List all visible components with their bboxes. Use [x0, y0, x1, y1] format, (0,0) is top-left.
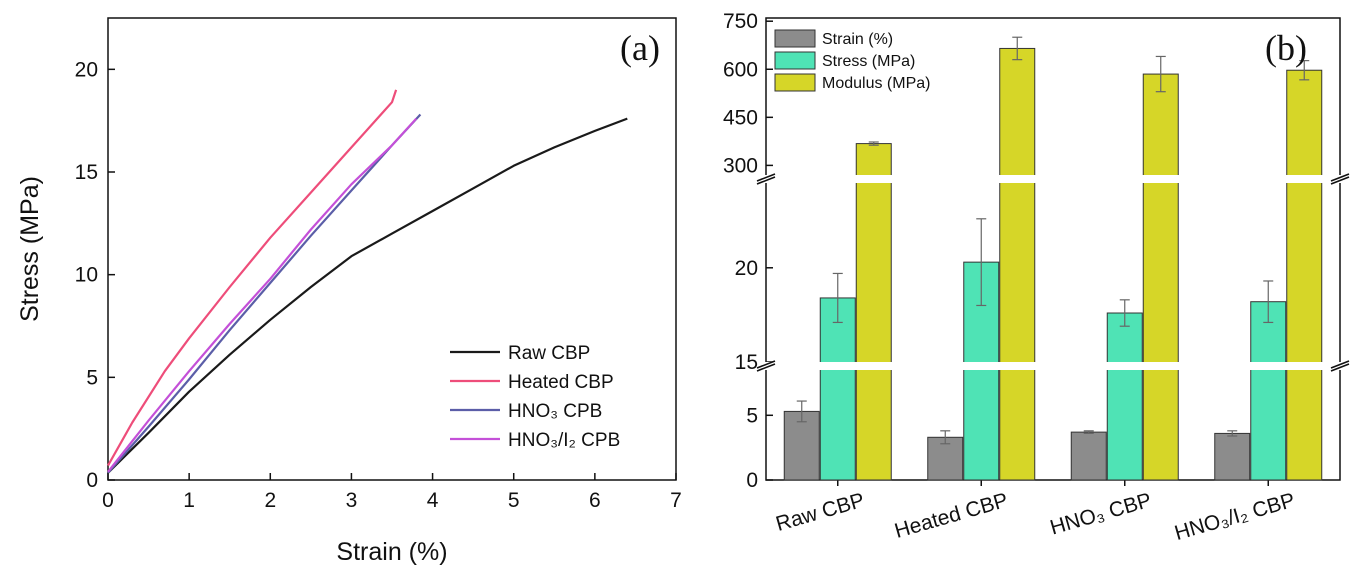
series-line-a	[107, 89, 398, 467]
series-lines-a	[107, 89, 628, 474]
x-tick-label-a: 5	[508, 489, 520, 512]
axis-ticks-b: 0 5 15 20 300 450 600 750	[723, 10, 1269, 492]
y-tick-label-a: 10	[75, 264, 98, 287]
legend-label-a: HNO₃/I₂ CPB	[508, 430, 620, 451]
x-tick-label-a: 6	[589, 489, 601, 512]
legend-label-a: Raw CBP	[508, 343, 590, 364]
legend-label-a: HNO₃ CPB	[508, 401, 602, 422]
axis-break-mark	[1330, 173, 1350, 182]
x-tick-label-a: 7	[670, 489, 682, 512]
legend-label-b: Strain (%)	[822, 31, 893, 48]
legend-a: Raw CBP Heated CBP HNO₃ CPB HNO₃/I₂ CPB	[450, 343, 620, 451]
stress-strain-panel: 0 1 2 3 4 5 6 7 0 5 10 15 20 (a) Strain (%) Stress (…	[16, 17, 682, 566]
mechanical-properties-panel: 0 5 15 20 300 450 600 750 (b) Strain (%) Stress …	[723, 10, 1350, 545]
bar-b	[819, 297, 856, 481]
y-tick-label-a: 20	[75, 58, 98, 81]
y-tick-label-b: 20	[735, 257, 758, 280]
series-line-a	[107, 117, 418, 473]
axis-break-mark	[756, 176, 776, 185]
legend-b: Strain (%) Stress (MPa) Modulus (MPa)	[774, 29, 930, 92]
category-labels-b: Raw CBP Heated CBP HNO₃ CBP HNO₃/I₂ CBP	[773, 489, 1297, 545]
axis-ticks-a: 0 1 2 3 4 5 6 7 0 5 10 15 20	[75, 58, 682, 512]
y-tick-label-b: 5	[746, 404, 758, 427]
axis-break-mark	[756, 360, 776, 369]
y-tick-label-b: 750	[723, 10, 758, 33]
bar-b	[1250, 301, 1287, 481]
bars-b	[783, 36, 1323, 481]
legend-label-a: Heated CBP	[508, 372, 614, 393]
x-tick-label-a: 2	[264, 489, 276, 512]
x-tick-label-a: 0	[102, 489, 114, 512]
panel-label-b: (b)	[1265, 28, 1307, 68]
y-tick-label-b: 15	[735, 351, 758, 374]
bar-b	[999, 47, 1036, 481]
y-tick-label-b: 300	[723, 154, 758, 177]
axis-breaks-b	[756, 173, 1350, 372]
y-tick-label-b: 0	[746, 469, 758, 492]
series-line-a	[107, 113, 422, 474]
category-label-b: Raw CBP	[773, 489, 867, 536]
bar-b	[1106, 312, 1143, 481]
bar-b	[1070, 431, 1107, 481]
x-axis-label-a: Strain (%)	[336, 538, 447, 566]
axis-break-mark	[1330, 176, 1350, 185]
category-label-b: HNO₃ CBP	[1048, 489, 1155, 540]
bar-b	[1142, 73, 1179, 481]
legend-label-b: Stress (MPa)	[822, 53, 915, 70]
legend-swatch-b	[774, 73, 816, 92]
y-tick-label-b: 450	[723, 106, 758, 129]
x-tick-label-a: 4	[427, 489, 439, 512]
category-label-b: HNO₃/I₂ CBP	[1172, 489, 1298, 545]
plot-frame-a	[107, 17, 677, 481]
bar-b	[927, 436, 964, 481]
panel-label-a: (a)	[620, 28, 660, 68]
bar-b	[1214, 432, 1251, 481]
axis-break-mark	[1330, 363, 1350, 372]
y-tick-label-a: 0	[86, 469, 98, 492]
plot-frame-b	[765, 17, 1341, 481]
axis-break-mark	[756, 173, 776, 182]
series-line-a	[107, 117, 628, 474]
axis-break-mark	[756, 363, 776, 372]
category-label-b: Heated CBP	[892, 489, 1011, 543]
y-tick-label-b: 600	[723, 58, 758, 81]
bar-b	[1286, 69, 1323, 481]
x-tick-label-a: 1	[183, 489, 195, 512]
y-tick-label-a: 5	[86, 366, 98, 389]
bar-b	[855, 143, 892, 481]
axis-break-mark	[1330, 360, 1350, 369]
legend-swatch-b	[774, 29, 816, 48]
y-tick-label-a: 15	[75, 161, 98, 184]
x-tick-label-a: 3	[346, 489, 358, 512]
legend-label-b: Modulus (MPa)	[822, 75, 930, 92]
axis-break-band	[758, 362, 1348, 370]
axis-break-band	[758, 175, 1348, 183]
legend-swatch-b	[774, 51, 816, 70]
y-axis-label-a: Stress (MPa)	[16, 176, 44, 322]
bar-b	[783, 410, 820, 481]
